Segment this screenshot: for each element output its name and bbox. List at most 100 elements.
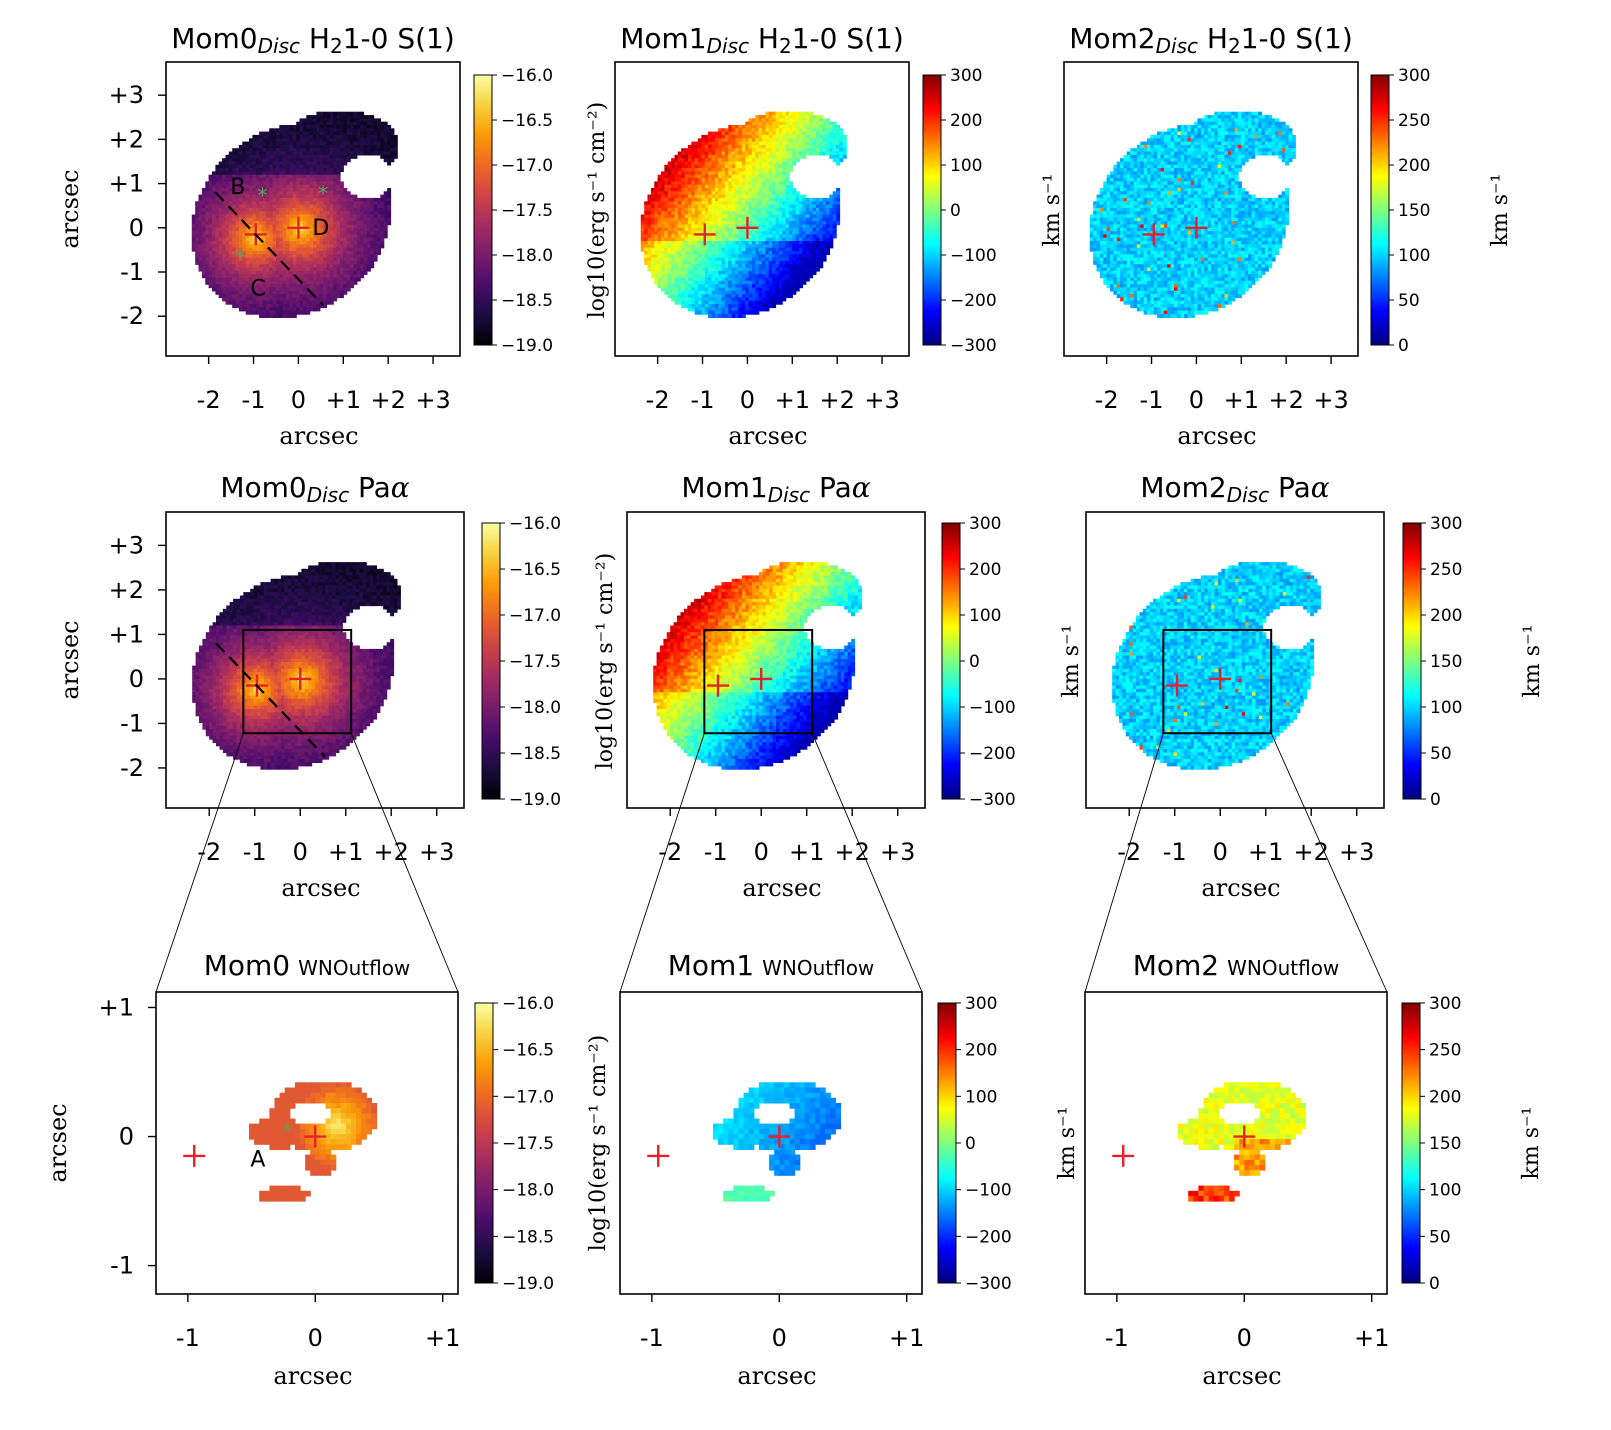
region-label: B xyxy=(230,175,245,200)
region-label: C xyxy=(250,276,265,301)
colorbar-tick-label: −16.0 xyxy=(502,994,554,1014)
x-tick-label: +1 xyxy=(775,386,810,414)
colorbar-label: log10(erg s⁻¹ cm⁻²) xyxy=(586,1035,611,1251)
panel-r3c3: Mom2 WNOutflow -1 0 +1 arcsec 300 250 200 150 100 5… xyxy=(1084,949,1544,1390)
x-tick-label: -1 xyxy=(1140,386,1164,414)
colorbar-tick-label: −200 xyxy=(950,291,997,311)
colorbar-tick-label: −18.0 xyxy=(502,1181,554,1201)
nucleus-marker xyxy=(1209,667,1232,690)
axes-frame xyxy=(155,991,459,1295)
panel-title: Mom0 WNOutflow xyxy=(204,949,411,982)
x-tick-label: -1 xyxy=(242,386,266,414)
panel-r3c2: Mom1 WNOutflow -1 0 +1 arcsec 300 200 100 0 −100 −2… xyxy=(619,949,1080,1390)
colorbar xyxy=(941,522,961,800)
colorbar-tick-label: 100 xyxy=(1429,1181,1461,1201)
colorbar-label: km s⁻¹ xyxy=(1059,625,1084,698)
colorbar-tick-label: −19.0 xyxy=(509,790,561,810)
nucleus-marker xyxy=(706,674,729,697)
x-axis-label: arcsec xyxy=(273,1362,352,1390)
colorbar-tick-label: 200 xyxy=(1429,1087,1461,1107)
axes-frame xyxy=(619,991,923,1295)
y-tick-label: -2 xyxy=(120,754,144,782)
colorbar-tick-label: −17.5 xyxy=(502,1134,554,1154)
colorbar-label: km s⁻¹ xyxy=(1040,174,1065,247)
x-axis-label: arcsec xyxy=(1177,422,1256,450)
y-tick-label: 0 xyxy=(129,665,144,693)
slit-line xyxy=(215,642,327,758)
nucleus-marker xyxy=(1112,1144,1135,1167)
map-image xyxy=(713,1082,842,1202)
colorbar-tick-label: 200 xyxy=(1430,606,1462,626)
y-tick-label: -1 xyxy=(120,709,144,737)
x-tick-label: +2 xyxy=(370,386,405,414)
panel-title: Mom2 WNOutflow xyxy=(1133,949,1340,982)
map-image xyxy=(1112,562,1321,770)
x-tick-label: +1 xyxy=(789,838,824,866)
x-tick-label: 0 xyxy=(293,838,308,866)
colorbar-tick-label: 0 xyxy=(1398,336,1409,356)
x-tick-label: +3 xyxy=(864,386,899,414)
panel-r2c2: Mom1Disc Paα -2 -1 0 +1 +2 +3 arcsec 300 200 100 0 −… xyxy=(619,471,1084,993)
colorbar-tick-label: 300 xyxy=(1398,66,1430,86)
y-tick-label: +3 xyxy=(109,81,144,109)
panel-title: Mom2Disc Paα xyxy=(1140,471,1329,507)
colorbar-label: km s⁻¹ xyxy=(1520,625,1545,698)
colorbar-tick-label: −17.0 xyxy=(501,156,553,176)
colorbar-tick-label: 200 xyxy=(969,560,1001,580)
nucleus-marker xyxy=(736,216,759,239)
zoom-connector xyxy=(155,733,244,993)
nucleus-marker xyxy=(750,667,773,690)
y-axis-label: arcsec xyxy=(44,1103,72,1182)
y-tick-label: -2 xyxy=(120,302,144,330)
y-tick-label: -1 xyxy=(120,258,144,286)
panel-title: Mom1Disc H21-0 S(1) xyxy=(620,22,904,58)
x-tick-label: +1 xyxy=(1224,386,1259,414)
colorbar-tick-label: −19.0 xyxy=(501,336,553,356)
x-tick-label: -1 xyxy=(243,838,267,866)
x-tick-label: +3 xyxy=(880,838,915,866)
map-image xyxy=(653,562,862,770)
colorbar-tick-label: 250 xyxy=(1430,560,1462,580)
x-tick-label: +2 xyxy=(835,838,870,866)
colorbar xyxy=(937,1002,957,1284)
axes-frame xyxy=(165,511,465,809)
zoom-box xyxy=(242,628,353,735)
x-tick-label: -2 xyxy=(658,838,682,866)
colorbar-label: km s⁻¹ xyxy=(1488,174,1513,247)
nucleus-marker xyxy=(1142,223,1165,246)
panel-r1c3: Mom2Disc H21-0 S(1) -2 -1 0 +1 +2 +3 arcsec 300 2… xyxy=(1063,22,1513,450)
y-tick-label: +2 xyxy=(109,125,144,153)
star-marker: * xyxy=(235,246,245,270)
x-tick-label: 0 xyxy=(754,838,769,866)
colorbar-tick-label: 0 xyxy=(1430,790,1441,810)
star-marker: * xyxy=(258,184,268,208)
colorbar-tick-label: −16.5 xyxy=(509,560,561,580)
colorbar-tick-label: 100 xyxy=(965,1087,997,1107)
colorbar-tick-label: 300 xyxy=(950,66,982,86)
colorbar-tick-label: −18.5 xyxy=(501,291,553,311)
x-tick-label: -2 xyxy=(1095,386,1119,414)
x-tick-label: 0 xyxy=(1189,386,1204,414)
x-tick-label: -1 xyxy=(640,1324,664,1352)
star-marker: * xyxy=(282,1119,292,1143)
x-tick-label: +3 xyxy=(1313,386,1348,414)
y-tick-label: +3 xyxy=(109,531,144,559)
colorbar-tick-label: 50 xyxy=(1398,291,1420,311)
y-tick-label: +2 xyxy=(109,576,144,604)
x-tick-label: 0 xyxy=(291,386,306,414)
x-tick-label: 0 xyxy=(772,1324,787,1352)
colorbar-tick-label: −18.5 xyxy=(502,1227,554,1247)
colorbar-tick-label: 0 xyxy=(965,1134,976,1154)
colorbar xyxy=(473,74,493,346)
colorbar-tick-label: 0 xyxy=(950,201,961,221)
x-axis-label: arcsec xyxy=(281,874,360,902)
map-image xyxy=(191,111,398,318)
y-tick-label: 0 xyxy=(119,1123,134,1151)
colorbar-tick-label: −17.0 xyxy=(502,1087,554,1107)
panel-r2c1: Mom0Disc Paα -2 -1 0 +1 +2 +3 arcsec +3 +2 +1 0 -1 -2… xyxy=(56,471,618,993)
colorbar-tick-label: 200 xyxy=(1398,156,1430,176)
zoom-connector xyxy=(1084,733,1164,993)
colorbar-label: km s⁻¹ xyxy=(1519,1107,1544,1180)
panel-title: Mom0Disc Paα xyxy=(220,471,409,507)
panel-r3c1: Mom0 WNOutflow -1 0 +1 arcsec +1 0 -1 arcsec A * −16… xyxy=(44,949,611,1390)
